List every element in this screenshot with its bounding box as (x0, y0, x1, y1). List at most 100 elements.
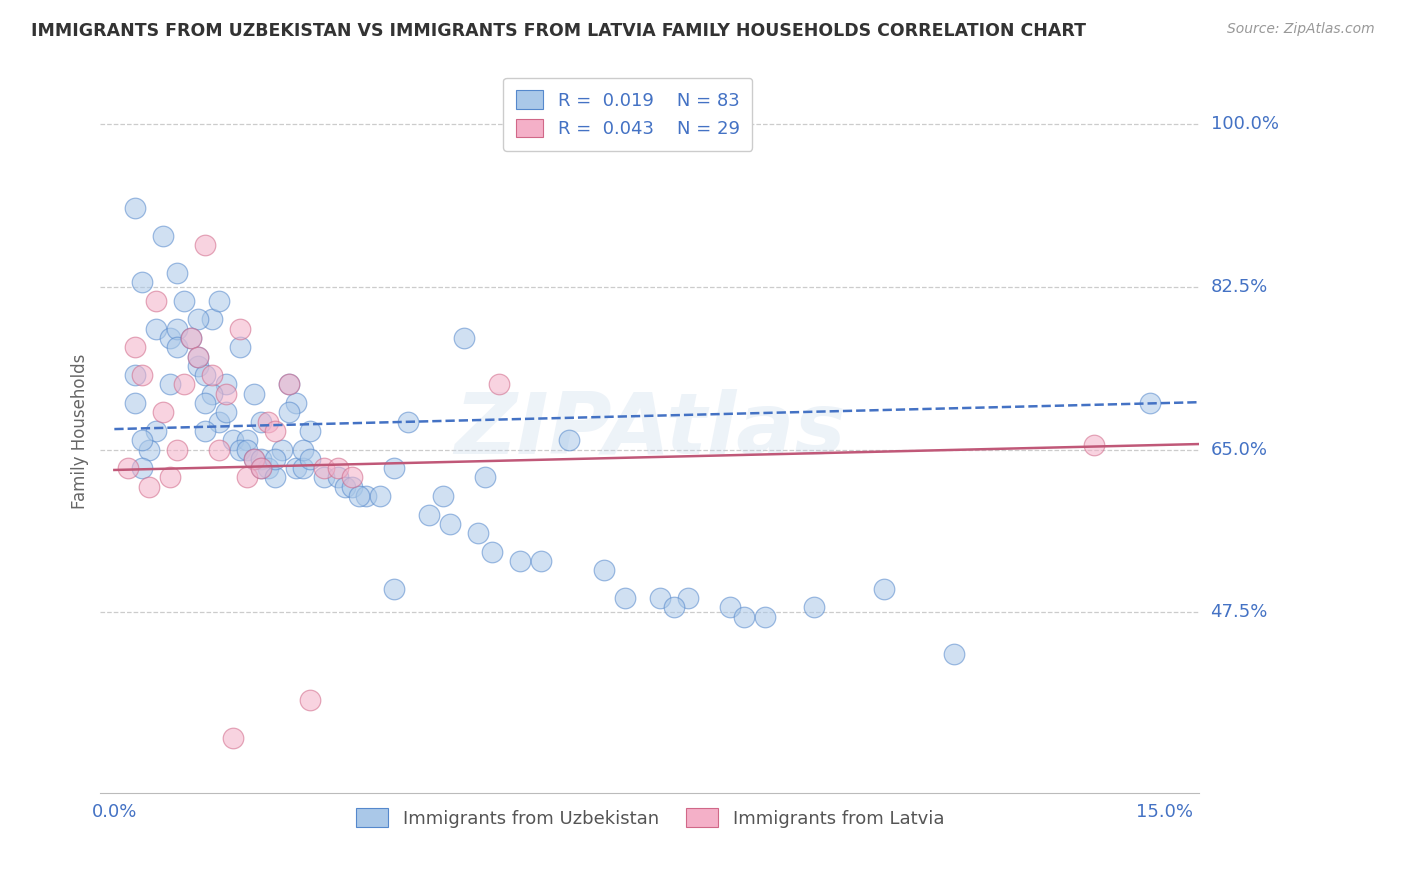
Point (873, 582, 896, 596)
Point (159, 377, 181, 392)
Point (509, 554, 531, 568)
Point (370, 489, 392, 503)
Point (396, 415, 419, 429)
Point (733, 609, 755, 624)
Point (187, 350, 209, 364)
Point (145, 322, 167, 336)
Point (159, 331, 181, 345)
Point (614, 591, 637, 606)
Point (342, 480, 364, 494)
Point (194, 238, 217, 252)
Text: ZIPAtlas: ZIPAtlas (454, 390, 845, 473)
Point (650, 591, 672, 606)
Point (467, 526, 489, 541)
Point (664, 600, 686, 615)
Text: 65.0%: 65.0% (1211, 441, 1268, 458)
Point (229, 340, 252, 354)
Point (124, 201, 146, 215)
Point (488, 377, 510, 392)
Point (257, 415, 280, 429)
Point (215, 405, 238, 419)
Point (530, 554, 553, 568)
Point (292, 461, 315, 475)
Point (250, 461, 273, 475)
Point (236, 470, 259, 484)
Point (131, 368, 153, 383)
Point (208, 415, 231, 429)
Point (328, 470, 350, 484)
Point (292, 442, 315, 457)
Point (264, 470, 287, 484)
Point (117, 461, 139, 475)
Point (678, 591, 700, 606)
Point (257, 461, 280, 475)
Text: 82.5%: 82.5% (1211, 278, 1268, 296)
Point (166, 340, 188, 354)
Point (299, 451, 322, 466)
Point (439, 516, 461, 531)
Point (271, 442, 294, 457)
Point (264, 424, 287, 438)
Point (432, 489, 454, 503)
Point (382, 582, 405, 596)
Point (145, 293, 167, 308)
Point (718, 600, 741, 615)
Point (222, 731, 245, 745)
Point (754, 609, 776, 624)
Point (187, 350, 209, 364)
Point (1139, 396, 1161, 410)
Point (243, 386, 266, 401)
Point (328, 461, 350, 475)
Point (201, 386, 224, 401)
Point (201, 312, 224, 326)
Point (201, 368, 224, 383)
Point (250, 461, 273, 475)
Point (943, 647, 966, 661)
Point (166, 266, 188, 280)
Point (194, 424, 217, 438)
Point (208, 442, 231, 457)
Point (558, 434, 581, 448)
Text: 47.5%: 47.5% (1211, 603, 1268, 621)
Point (236, 434, 259, 448)
Point (335, 480, 357, 494)
Point (236, 442, 259, 457)
Point (481, 545, 503, 559)
Point (349, 489, 371, 503)
Point (173, 293, 195, 308)
Point (152, 405, 174, 419)
Point (314, 461, 336, 475)
Point (382, 461, 405, 475)
Point (314, 470, 336, 484)
Point (180, 331, 202, 345)
Point (264, 451, 287, 466)
Point (138, 480, 160, 494)
Point (131, 434, 153, 448)
Point (229, 322, 252, 336)
Point (180, 331, 202, 345)
Point (1083, 438, 1105, 452)
Point (250, 415, 273, 429)
Point (194, 368, 217, 383)
Point (166, 322, 188, 336)
Point (342, 470, 364, 484)
Point (418, 508, 440, 522)
Legend: Immigrants from Uzbekistan, Immigrants from Latvia: Immigrants from Uzbekistan, Immigrants f… (349, 801, 952, 835)
Point (124, 340, 146, 354)
Point (243, 451, 266, 466)
Point (593, 563, 616, 577)
Point (138, 442, 160, 457)
Point (243, 451, 266, 466)
Point (215, 386, 238, 401)
Point (173, 377, 195, 392)
Point (159, 470, 181, 484)
Point (453, 331, 475, 345)
Point (803, 600, 825, 615)
Text: IMMIGRANTS FROM UZBEKISTAN VS IMMIGRANTS FROM LATVIA FAMILY HOUSEHOLDS CORRELATI: IMMIGRANTS FROM UZBEKISTAN VS IMMIGRANTS… (31, 22, 1085, 40)
Point (250, 451, 273, 466)
Point (124, 396, 146, 410)
Point (222, 434, 245, 448)
Point (229, 442, 252, 457)
Point (285, 461, 308, 475)
Point (278, 377, 301, 392)
